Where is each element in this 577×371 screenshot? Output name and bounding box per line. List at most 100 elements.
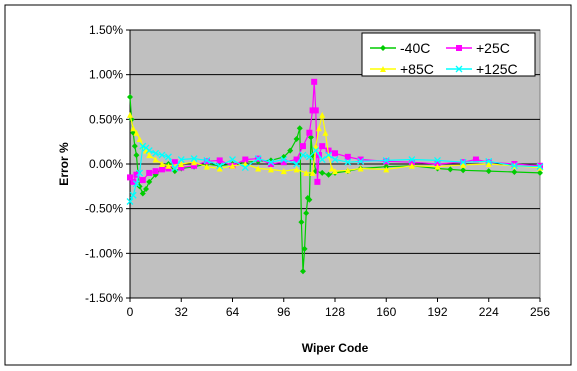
data-point <box>472 156 479 163</box>
legend-item-40c: -40C <box>370 40 430 56</box>
data-point <box>216 165 223 172</box>
data-point <box>357 157 365 165</box>
data-point <box>178 161 185 167</box>
data-point <box>191 162 198 169</box>
data-point <box>203 156 211 164</box>
data-point <box>280 156 288 163</box>
data-point <box>408 162 415 169</box>
x-tick-label: 192 <box>427 305 447 319</box>
x-tick-label: 0 <box>127 305 134 319</box>
data-point <box>408 156 416 163</box>
axes <box>126 29 541 302</box>
data-point <box>296 125 303 132</box>
legend-label: +25C <box>476 40 510 56</box>
data-point <box>537 169 543 176</box>
data-point <box>127 111 133 118</box>
data-point <box>511 169 518 176</box>
data-point <box>312 147 320 155</box>
legend-swatch-marker <box>455 65 463 73</box>
data-point <box>146 169 153 176</box>
data-point <box>255 165 262 172</box>
data-point <box>357 165 364 172</box>
data-point <box>306 196 313 203</box>
data-point <box>152 168 159 175</box>
x-axis-title: Wiper Code <box>302 341 369 355</box>
data-point <box>312 107 319 114</box>
y-tick-label: -1.00% <box>85 246 123 260</box>
y-tick-label: 0.50% <box>89 112 123 126</box>
data-point <box>331 156 339 163</box>
data-point <box>408 159 415 166</box>
data-point <box>133 171 140 178</box>
data-point <box>191 159 198 166</box>
data-point <box>146 178 153 185</box>
data-point <box>309 169 316 176</box>
legend-swatch-marker <box>380 66 386 72</box>
data-point <box>536 163 544 171</box>
data-point <box>287 147 294 154</box>
data-point <box>203 163 210 170</box>
data-point <box>319 169 326 176</box>
data-point <box>229 156 236 163</box>
data-point <box>216 162 224 170</box>
data-point <box>293 160 301 168</box>
x-tick-label: 128 <box>325 305 345 319</box>
data-point <box>305 153 313 161</box>
data-point <box>510 162 518 170</box>
legend-swatch-marker <box>380 45 386 51</box>
data-point <box>216 157 223 164</box>
data-point <box>293 166 300 173</box>
y-tick-label: 0.00% <box>89 157 123 171</box>
data-point <box>434 156 441 164</box>
data-point <box>319 111 326 118</box>
y-tick-labels: 1.50% 1.00% 0.50% 0.00% -0.50% -1.00% -1.50% <box>85 23 123 305</box>
data-point <box>460 167 467 174</box>
series-85c <box>127 111 543 176</box>
data-point <box>434 163 441 170</box>
legend-item-125c: +125C <box>446 61 518 77</box>
y-tick-label: -0.50% <box>85 202 123 216</box>
data-point <box>132 180 140 188</box>
data-point <box>325 151 333 159</box>
data-point <box>145 147 153 155</box>
data-point <box>152 156 159 163</box>
data-point <box>299 151 307 159</box>
data-point <box>315 125 322 132</box>
data-point <box>164 153 172 161</box>
x-tick-labels: 0 32 64 96 128 160 192 224 256 <box>127 305 551 319</box>
y-tick-label: 1.00% <box>89 68 123 82</box>
data-point <box>241 164 249 172</box>
data-point <box>178 164 185 171</box>
data-point <box>332 150 338 157</box>
data-point <box>267 158 275 166</box>
data-point <box>146 152 153 159</box>
data-point <box>447 166 454 173</box>
data-point <box>485 168 492 175</box>
data-point <box>136 169 144 177</box>
data-point <box>159 161 166 167</box>
data-point <box>293 135 300 142</box>
data-point <box>177 156 185 163</box>
data-point <box>159 166 166 173</box>
data-point <box>325 171 332 178</box>
data-point <box>139 142 147 150</box>
legend: -40C +25C +85C +125C <box>361 32 536 77</box>
data-point <box>267 161 274 167</box>
data-point <box>242 156 249 163</box>
data-point <box>139 177 146 184</box>
data-point <box>357 156 364 163</box>
legend-item-85c: +85C <box>370 61 434 77</box>
y-tick-label: -1.50% <box>85 291 123 305</box>
legend-label: -40C <box>400 40 430 56</box>
data-point <box>126 198 134 205</box>
data-point <box>280 159 287 166</box>
data-point <box>127 174 133 181</box>
y-tick-label: 1.50% <box>89 23 123 37</box>
data-point <box>322 129 329 136</box>
legend-swatch-marker <box>456 45 462 51</box>
data-point <box>319 143 326 150</box>
data-point <box>131 143 138 150</box>
data-point <box>171 165 179 172</box>
data-point <box>312 143 319 150</box>
